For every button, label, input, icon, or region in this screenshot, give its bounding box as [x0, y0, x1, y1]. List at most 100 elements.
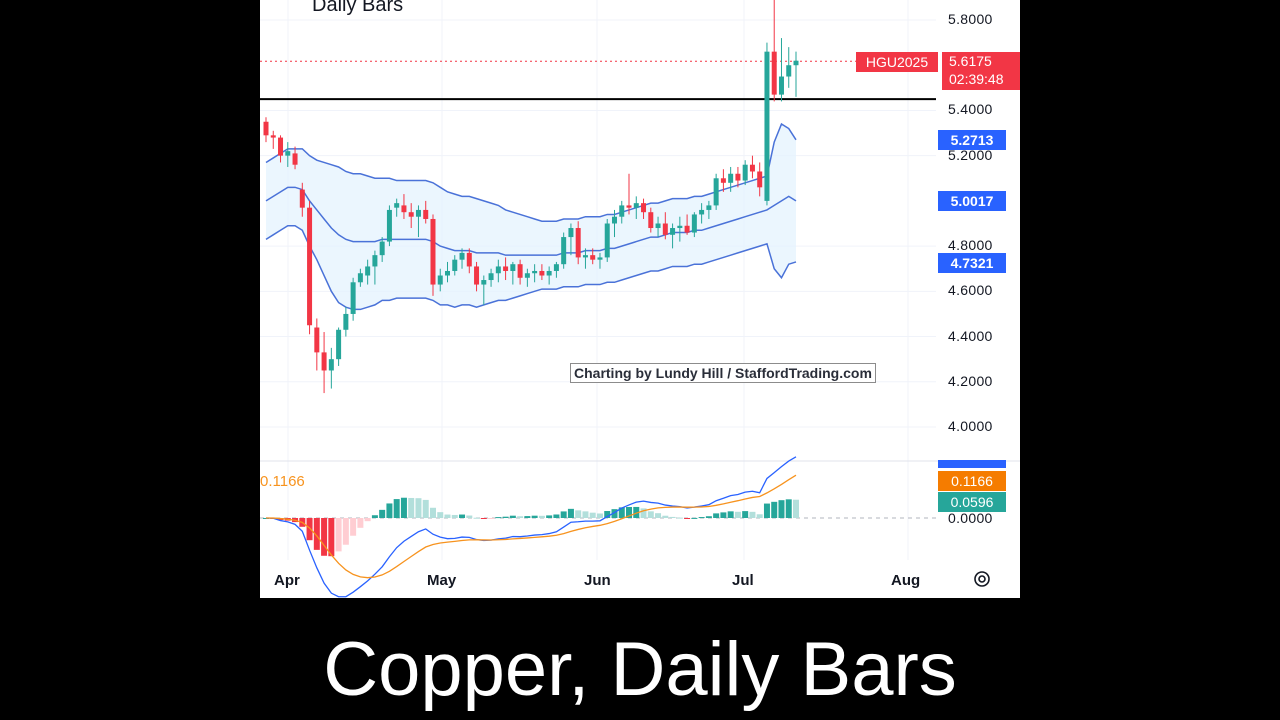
x-tick-jul: Jul: [732, 572, 754, 589]
candle-body-18: [394, 203, 400, 208]
macd-hist-bar-51: [633, 506, 640, 518]
candle-body-12: [350, 282, 356, 314]
settings-gear-icon[interactable]: [973, 570, 991, 588]
macd-hist-bar-29: [473, 517, 480, 519]
x-tick-may: May: [427, 572, 457, 589]
candle-body-47: [604, 223, 610, 258]
macd-hist-bar-62: [713, 513, 720, 518]
candle-body-32: [495, 266, 501, 274]
candle-body-28: [466, 252, 472, 267]
watermark: Charting by Lundy Hill / StaffordTrading…: [570, 363, 876, 383]
macd-hist-bar-25: [444, 514, 451, 518]
price-tick-6: 4.2000: [948, 372, 993, 389]
candle-body-66: [742, 164, 748, 181]
candle-body-65: [735, 173, 741, 181]
macd-hist-bar-68: [756, 514, 763, 518]
candle-body-15: [372, 255, 378, 267]
macd-hist-bar-50: [626, 506, 633, 518]
candle-body-51: [633, 203, 639, 208]
macd-left-label: 0.1166: [260, 473, 305, 490]
candle-body-39: [546, 270, 552, 276]
macd-hist-bar-27: [459, 514, 466, 518]
macd-hist-bar-18: [393, 499, 400, 518]
candle-body-1: [270, 135, 276, 138]
macd-hist-bar-70: [771, 501, 778, 518]
candle-body-54: [655, 223, 661, 229]
candle-body-57: [677, 225, 683, 229]
bar-countdown: 02:39:48: [949, 71, 1004, 87]
macd-line-badge-clipped: [938, 460, 1006, 468]
macd-hist-bar-73: [793, 499, 799, 518]
candle-body-50: [626, 205, 632, 208]
macd-hist-bar-9: [328, 518, 335, 557]
macd-hist-bar-59: [691, 517, 698, 519]
macd-hist-bar-56: [669, 516, 676, 518]
chart-panel: Daily Bars 5.8000 5.4000 5.2000 4.8000 4.600…: [260, 0, 1020, 598]
candle-body-27: [459, 252, 465, 260]
macd-hist-bar-52: [640, 508, 647, 518]
candle-body-23: [430, 218, 436, 285]
macd-hist-bar-13: [357, 518, 364, 528]
candle-body-33: [503, 266, 509, 271]
macd-hist-bar-45: [589, 512, 596, 518]
candle-body-20: [408, 212, 414, 217]
macd-hist-bar-54: [655, 513, 662, 518]
macd-hist-bar-71: [778, 500, 785, 518]
candle-body-49: [619, 205, 625, 217]
candle-body-43: [575, 228, 581, 258]
candle-body-26: [452, 259, 458, 271]
last-price: 5.6175: [949, 53, 992, 69]
macd-hist-bar-14: [364, 518, 371, 522]
candle-body-10: [336, 329, 342, 360]
candle-body-59: [691, 214, 697, 233]
candle-body-46: [597, 257, 603, 260]
x-tick-apr: Apr: [274, 572, 300, 589]
macd-hist-bar-8: [321, 518, 328, 556]
macd-hist-bar-23: [429, 507, 436, 518]
macd-zero-tick: 0.0000: [948, 510, 993, 526]
macd-signal-line: [265, 474, 797, 579]
macd-hist-bar-58: [684, 518, 691, 519]
candle-body-25: [445, 270, 451, 276]
macd-hist-bar-63: [720, 512, 727, 518]
macd-hist-bar-34: [509, 515, 516, 518]
price-tick-3: 4.8000: [948, 237, 993, 254]
candle-body-55: [662, 223, 668, 235]
macd-hist-bar-17: [386, 503, 393, 518]
candle-body-13: [357, 273, 363, 283]
macd-hist-bar-42: [567, 508, 574, 518]
candle-body-29: [474, 266, 480, 285]
price-tick-1: 5.4000: [948, 101, 993, 118]
bb-middle-badge: 5.0017: [938, 191, 1006, 211]
macd-hist-bar-72: [785, 499, 792, 518]
candle-body-48: [611, 216, 617, 224]
candle-body-71: [778, 76, 784, 95]
macd-hist-bar-44: [582, 511, 589, 518]
x-tick-aug: Aug: [891, 572, 921, 589]
candle-body-31: [488, 273, 494, 281]
macd-hist-bar-10: [335, 518, 342, 552]
candle-body-36: [524, 273, 530, 278]
video-caption: Copper, Daily Bars: [323, 627, 957, 712]
macd-hist-bar-46: [596, 513, 603, 518]
chart-canvas: [260, 0, 1020, 598]
macd-hist-bar-55: [662, 515, 669, 518]
candle-body-70: [771, 51, 777, 95]
candle-body-0: [263, 121, 269, 136]
candle-body-60: [699, 209, 705, 215]
candle-body-44: [582, 255, 588, 258]
macd-hist-bar-26: [451, 514, 458, 518]
macd-hist-bar-24: [437, 512, 444, 518]
candle-body-16: [379, 241, 385, 256]
macd-hist-bar-67: [749, 511, 756, 518]
candle-body-42: [568, 228, 574, 238]
macd-hist-bar-35: [517, 516, 524, 518]
macd-hist-bar-21: [415, 498, 422, 518]
candle-body-7: [314, 327, 320, 353]
macd-hist-bar-41: [560, 511, 567, 518]
macd-hist-bar-12: [350, 518, 357, 536]
candle-body-73: [793, 60, 799, 66]
macd-hist-bar-31: [488, 518, 495, 519]
macd-hist-bar-32: [495, 517, 502, 519]
macd-hist-bar-69: [763, 503, 770, 518]
